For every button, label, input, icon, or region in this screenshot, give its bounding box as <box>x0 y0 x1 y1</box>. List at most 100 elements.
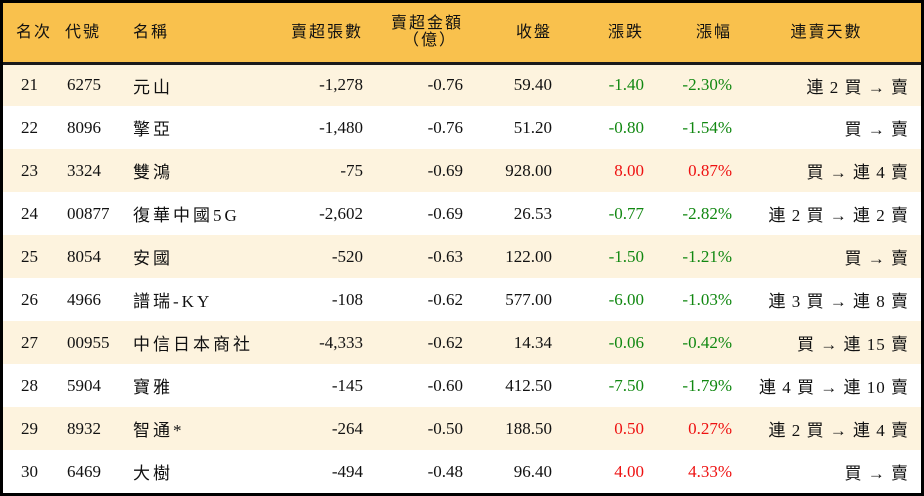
net-sell-ranking-table: 名次 代號 名稱 賣超張數 賣超金額 （億） 收盤 漲跌 漲幅 連賣天數 21 6… <box>3 3 921 493</box>
cell-name: 中信日本商社 <box>133 335 253 354</box>
cell-net-sell-volume: -1,480 <box>319 117 363 137</box>
cell-code: 00955 <box>67 332 110 352</box>
cell-change-pct: -2.82% <box>682 203 732 223</box>
cell-net-sell-volume: -2,602 <box>319 203 363 223</box>
cell-streak: 買 → 連 15 賣 <box>797 335 909 354</box>
cell-streak: 連 4 買 → 連 10 賣 <box>759 378 909 397</box>
cell-net-sell-amount: -0.76 <box>427 75 463 95</box>
cell-change: -1.50 <box>608 246 644 266</box>
table-row: 29 8932 智通* -264 -0.50 188.50 0.50 0.27% 連 2 買 →… <box>3 407 921 450</box>
table-header-row: 名次 代號 名稱 賣超張數 賣超金額 （億） 收盤 漲跌 漲幅 連賣天數 <box>3 3 921 65</box>
header-change-pct: 漲幅 <box>644 3 732 65</box>
cell-change-pct: -1.03% <box>682 289 732 309</box>
cell-rank: 29 <box>21 418 38 438</box>
cell-change: -1.40 <box>608 75 644 95</box>
header-net-sell-amount-line1: 賣超金額 <box>390 15 463 33</box>
header-change: 漲跌 <box>552 3 644 65</box>
cell-net-sell-amount: -0.50 <box>427 418 463 438</box>
cell-streak: 買 → 賣 <box>844 464 909 483</box>
cell-name: 大樹 <box>133 464 173 483</box>
table-row: 21 6275 元山 -1,278 -0.76 59.40 -1.40 -2.30% 連 2 買… <box>3 63 921 106</box>
cell-net-sell-amount: -0.69 <box>427 203 463 223</box>
header-net-sell-volume: 賣超張數 <box>265 3 363 65</box>
cell-net-sell-amount: -0.62 <box>427 289 463 309</box>
cell-net-sell-amount: -0.69 <box>427 160 463 180</box>
table-row: 28 5904 寶雅 -145 -0.60 412.50 -7.50 -1.79% 連 4 買 … <box>3 364 921 407</box>
cell-rank: 22 <box>21 117 38 137</box>
table-row: 23 3324 雙鴻 -75 -0.69 928.00 8.00 0.87% 買 → 連 4 賣 <box>3 149 921 192</box>
cell-net-sell-amount: -0.63 <box>427 246 463 266</box>
cell-net-sell-amount: -0.48 <box>427 461 463 481</box>
cell-change-pct: 4.33% <box>688 461 732 481</box>
cell-rank: 21 <box>21 75 38 95</box>
cell-close: 96.40 <box>513 461 552 481</box>
cell-net-sell-amount: -0.76 <box>427 117 463 137</box>
cell-rank: 24 <box>21 203 38 223</box>
cell-net-sell-volume: -108 <box>331 289 363 309</box>
table-row: 25 8054 安國 -520 -0.63 122.00 -1.50 -1.21% 買 → 賣 <box>3 235 921 278</box>
cell-change: 8.00 <box>614 160 644 180</box>
cell-change-pct: -1.21% <box>682 246 732 266</box>
cell-code: 5904 <box>67 375 101 395</box>
cell-change: -0.80 <box>608 117 644 137</box>
cell-code: 3324 <box>67 160 101 180</box>
cell-change: -6.00 <box>608 289 644 309</box>
cell-name: 擎亞 <box>133 120 173 139</box>
cell-rank: 28 <box>21 375 38 395</box>
cell-change: -0.06 <box>608 332 644 352</box>
cell-change-pct: -1.54% <box>682 117 732 137</box>
cell-close: 122.00 <box>505 246 552 266</box>
cell-change-pct: -2.30% <box>682 75 732 95</box>
cell-close: 412.50 <box>505 375 552 395</box>
cell-rank: 27 <box>21 332 38 352</box>
cell-streak: 買 → 賣 <box>844 249 909 268</box>
cell-change: 4.00 <box>614 461 644 481</box>
cell-name: 安國 <box>133 249 173 268</box>
cell-streak: 連 3 買 → 連 8 賣 <box>768 292 909 311</box>
cell-change: -7.50 <box>608 375 644 395</box>
cell-streak: 買 → 賣 <box>844 120 909 139</box>
cell-rank: 26 <box>21 289 38 309</box>
cell-change-pct: -0.42% <box>682 332 732 352</box>
header-net-sell-amount-line2: （億） <box>402 32 457 50</box>
header-streak: 連賣天數 <box>732 3 921 65</box>
cell-streak: 連 2 買 → 賣 <box>806 77 909 97</box>
table-row: 22 8096 擎亞 -1,480 -0.76 51.20 -0.80 -1.54% 買 → 賣 <box>3 106 921 149</box>
cell-code: 00877 <box>67 203 110 223</box>
cell-name: 元山 <box>133 77 173 97</box>
cell-change-pct: 0.27% <box>688 418 732 438</box>
header-close: 收盤 <box>463 3 552 65</box>
cell-close: 51.20 <box>513 117 552 137</box>
header-code: 代號 <box>61 3 133 65</box>
cell-net-sell-volume: -1,278 <box>319 75 363 95</box>
cell-close: 26.53 <box>513 203 552 223</box>
cell-change-pct: 0.87% <box>688 160 732 180</box>
cell-net-sell-amount: -0.62 <box>427 332 463 352</box>
cell-change-pct: -1.79% <box>682 375 732 395</box>
cell-name: 復華中國5G <box>133 206 240 225</box>
cell-code: 8096 <box>67 117 101 137</box>
cell-code: 8932 <box>67 418 101 438</box>
table-row: 27 00955 中信日本商社 -4,333 -0.62 14.34 -0.06 -0.42%… <box>3 321 921 364</box>
table-row: 26 4966 譜瑞-KY -108 -0.62 577.00 -6.00 -1.03% 連 3… <box>3 278 921 321</box>
cell-code: 6469 <box>67 461 101 481</box>
table-row: 24 00877 復華中國5G -2,602 -0.69 26.53 -0.77 -2.82%… <box>3 192 921 235</box>
header-name: 名稱 <box>133 3 265 65</box>
cell-net-sell-volume: -264 <box>331 418 363 438</box>
cell-streak: 連 2 買 → 連 4 賣 <box>768 421 909 440</box>
cell-code: 8054 <box>67 246 101 266</box>
cell-net-sell-volume: -75 <box>340 160 363 180</box>
cell-close: 928.00 <box>505 160 552 180</box>
cell-close: 577.00 <box>505 289 552 309</box>
header-net-sell-amount: 賣超金額 （億） <box>363 3 463 65</box>
cell-net-sell-volume: -520 <box>331 246 363 266</box>
cell-code: 4966 <box>67 289 101 309</box>
cell-streak: 連 2 買 → 連 2 賣 <box>768 206 909 225</box>
cell-net-sell-volume: -494 <box>331 461 363 481</box>
cell-rank: 23 <box>21 160 38 180</box>
cell-change: -0.77 <box>608 203 644 223</box>
cell-close: 14.34 <box>513 332 552 352</box>
cell-rank: 30 <box>21 461 38 481</box>
cell-name: 智通* <box>133 421 185 440</box>
